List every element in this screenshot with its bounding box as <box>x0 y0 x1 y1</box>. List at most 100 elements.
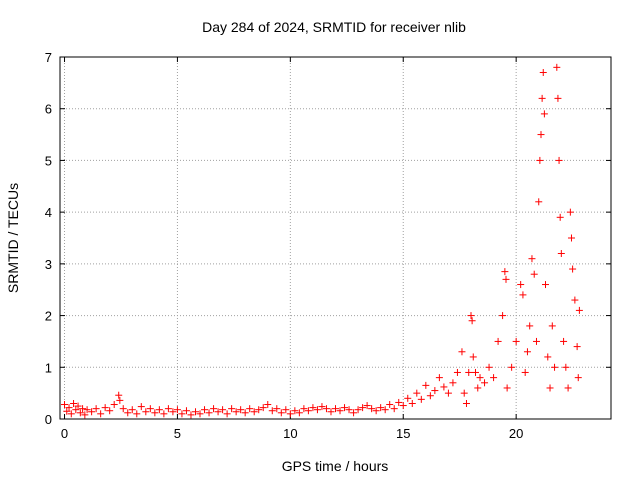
x-axis-label: GPS time / hours <box>282 458 389 474</box>
data-point <box>300 405 308 413</box>
data-point <box>508 363 516 371</box>
data-point <box>110 401 118 409</box>
data-point <box>119 405 127 413</box>
data-point <box>528 255 536 263</box>
data-point <box>553 63 561 71</box>
data-point <box>526 322 534 330</box>
data-point <box>535 198 543 206</box>
data-point <box>468 317 476 325</box>
data-point <box>223 410 231 418</box>
data-point <box>201 406 209 414</box>
data-point <box>560 337 568 345</box>
data-point <box>160 410 168 418</box>
data-point <box>377 404 385 412</box>
data-point <box>557 250 565 258</box>
data-point <box>341 404 349 412</box>
data-point <box>327 408 335 416</box>
data-point <box>444 389 452 397</box>
plot-frame <box>59 56 612 420</box>
data-point <box>128 406 136 414</box>
data-point <box>458 348 466 356</box>
data-point <box>318 403 326 411</box>
data-point <box>567 234 575 242</box>
data-point <box>485 363 493 371</box>
data-point <box>155 406 163 414</box>
data-point <box>250 408 258 416</box>
data-point <box>575 306 583 314</box>
data-point <box>564 384 572 392</box>
data-point <box>178 410 186 418</box>
x-axis: 0 5 10 15 20 <box>61 57 523 441</box>
data-point <box>502 275 510 283</box>
data-point <box>228 405 236 413</box>
y-tick-label: 4 <box>45 205 52 220</box>
data-point <box>381 406 389 414</box>
data-point <box>63 407 71 415</box>
data-point <box>546 384 554 392</box>
data-point <box>92 405 100 413</box>
data-point <box>354 406 362 414</box>
data-point <box>404 394 412 402</box>
data-point <box>309 404 317 412</box>
y-tick-label: 6 <box>45 102 52 117</box>
data-point <box>74 402 82 410</box>
data-point <box>537 131 545 139</box>
data-point <box>548 322 556 330</box>
data-point <box>61 401 69 409</box>
data-point <box>551 363 559 371</box>
y-tick-label: 2 <box>45 309 52 324</box>
x-tick-label: 10 <box>283 426 297 441</box>
data-point <box>191 408 199 416</box>
data-point <box>237 406 245 414</box>
data-point <box>345 406 353 414</box>
data-point <box>83 406 91 414</box>
data-point <box>187 411 195 419</box>
x-tick-label: 0 <box>61 426 68 441</box>
data-point <box>173 406 181 414</box>
data-point <box>481 379 489 387</box>
data-point <box>574 374 582 382</box>
data-point <box>431 387 439 395</box>
data-point <box>81 411 89 419</box>
y-tick-label: 3 <box>45 257 52 272</box>
data-point <box>499 312 507 320</box>
data-point <box>474 384 482 392</box>
y-tick-label: 1 <box>45 360 52 375</box>
data-point <box>259 404 267 412</box>
data-point <box>413 389 421 397</box>
data-point <box>554 94 562 102</box>
data-point <box>408 399 416 407</box>
data-point <box>422 381 430 389</box>
data-point <box>368 405 376 413</box>
data-point <box>273 405 281 413</box>
data-point <box>386 401 394 409</box>
data-point <box>539 69 547 77</box>
data-point <box>569 265 577 273</box>
data-point <box>106 407 114 415</box>
data-point <box>390 405 398 413</box>
data-point <box>350 409 358 417</box>
data-point <box>503 384 511 392</box>
data-point <box>542 281 550 289</box>
data-point <box>460 389 468 397</box>
data-point <box>494 337 502 345</box>
data-point <box>133 410 141 418</box>
data-point <box>512 337 520 345</box>
data-point <box>571 296 579 304</box>
data-point <box>282 406 290 414</box>
data-point <box>97 410 105 418</box>
data-point <box>521 368 529 376</box>
data-point <box>70 399 78 407</box>
data-point <box>151 409 159 417</box>
data-point <box>72 406 80 414</box>
data-point <box>501 268 509 276</box>
data-point <box>169 408 177 416</box>
data-point <box>196 410 204 418</box>
data-point <box>562 363 570 371</box>
data-point <box>573 343 581 351</box>
x-tick-label: 5 <box>174 426 181 441</box>
data-point <box>556 213 564 221</box>
data-point <box>232 408 240 416</box>
data-point <box>566 208 574 216</box>
